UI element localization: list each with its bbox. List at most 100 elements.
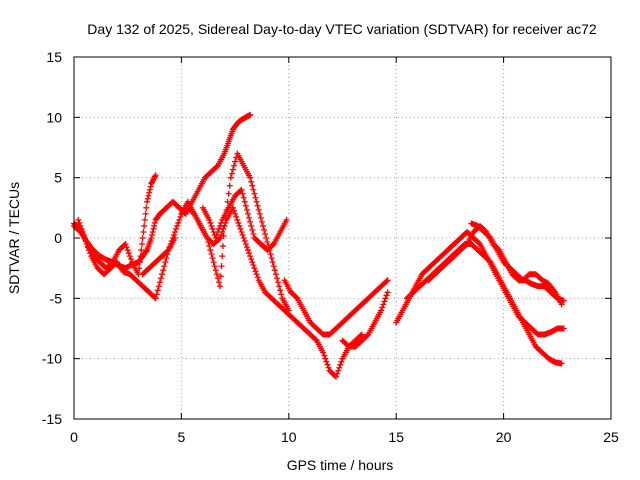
point-track-8-40 bbox=[382, 295, 389, 302]
point-track-2-84 bbox=[152, 172, 159, 179]
point-track-3-6 bbox=[81, 235, 88, 241]
y-tick-label-4: 5 bbox=[54, 170, 62, 186]
point-track-3-74 bbox=[154, 287, 161, 294]
point-track-7-96 bbox=[384, 277, 391, 284]
point-track-2-52 bbox=[126, 253, 133, 260]
y-tick-label-0: -15 bbox=[42, 411, 62, 427]
point-track-10-144 bbox=[558, 360, 565, 367]
point-track-6-78 bbox=[283, 216, 290, 223]
point-track-5-70 bbox=[251, 190, 258, 197]
x-tick-label-5: 25 bbox=[603, 429, 619, 445]
point-track-6-65 bbox=[269, 242, 276, 249]
point-track-5-74 bbox=[255, 206, 262, 213]
x-tick-label-4: 20 bbox=[496, 429, 512, 445]
x-axis-label: GPS time / hours bbox=[287, 457, 394, 473]
point-track-6-36 bbox=[238, 186, 245, 193]
point-track-5-38 bbox=[218, 263, 225, 270]
point-track-2-73 bbox=[144, 195, 151, 202]
point-track-5-71 bbox=[252, 194, 259, 201]
point-track-4-86 bbox=[232, 210, 239, 217]
point-track-5-27 bbox=[207, 247, 214, 254]
y-tick-label-1: -10 bbox=[42, 351, 62, 367]
point-track-4-93 bbox=[239, 231, 246, 238]
point-track-4-169 bbox=[321, 352, 328, 359]
point-track-3-81 bbox=[162, 259, 169, 266]
point-track-1-82 bbox=[151, 222, 158, 229]
point-track-4-31 bbox=[173, 225, 180, 232]
point-track-6-15 bbox=[215, 225, 222, 232]
point-track-5-33 bbox=[213, 271, 220, 278]
point-track-8-38 bbox=[380, 301, 387, 308]
point-track-5-76 bbox=[257, 214, 264, 221]
point-track-4-89 bbox=[235, 219, 242, 226]
point-track-1-71 bbox=[143, 248, 150, 255]
point-track-5-92 bbox=[275, 279, 282, 286]
point-track-1-186 bbox=[247, 111, 254, 118]
point-track-4-171 bbox=[323, 358, 330, 365]
point-track-2-62 bbox=[136, 259, 143, 266]
x-tick-label-2: 10 bbox=[281, 429, 297, 445]
point-track-3-2 bbox=[77, 222, 84, 229]
point-track-4-104 bbox=[251, 265, 258, 272]
point-track-2-70 bbox=[142, 210, 149, 217]
data-points bbox=[71, 111, 567, 380]
point-track-2-48 bbox=[122, 241, 129, 248]
point-track-4-34 bbox=[176, 216, 183, 223]
point-track-5-25 bbox=[205, 239, 212, 246]
point-track-4-32 bbox=[174, 222, 181, 229]
point-track-5-85 bbox=[267, 251, 274, 258]
series-track-7 bbox=[281, 277, 391, 338]
point-track-12-84 bbox=[558, 301, 565, 308]
point-track-3-72 bbox=[152, 295, 159, 302]
point-track-3-78 bbox=[159, 271, 166, 278]
point-track-5-26 bbox=[206, 243, 213, 250]
point-track-5-72 bbox=[253, 198, 260, 205]
point-track-4-106 bbox=[253, 271, 260, 278]
point-track-5-29 bbox=[209, 255, 216, 262]
point-track-7-11 bbox=[293, 294, 300, 301]
point-track-3-8 bbox=[83, 241, 90, 248]
point-track-5-82 bbox=[264, 239, 271, 246]
point-track-6-14 bbox=[214, 228, 221, 235]
point-track-5-51 bbox=[231, 162, 238, 169]
point-track-4-92 bbox=[238, 228, 245, 235]
point-track-3-75 bbox=[155, 283, 162, 290]
point-track-5-46 bbox=[225, 190, 232, 197]
point-track-3-5 bbox=[80, 231, 87, 238]
point-track-2-63 bbox=[137, 253, 144, 260]
point-track-4-103 bbox=[250, 262, 257, 269]
point-track-6-12 bbox=[212, 235, 219, 241]
point-track-8-36 bbox=[378, 307, 385, 314]
series-track-12 bbox=[468, 220, 565, 308]
point-track-5-81 bbox=[263, 235, 270, 241]
point-track-4-105 bbox=[252, 268, 259, 275]
point-track-4-29 bbox=[170, 231, 177, 238]
point-track-4-91 bbox=[237, 225, 244, 232]
point-track-6-41 bbox=[243, 206, 250, 213]
point-track-4-184 bbox=[337, 361, 344, 368]
point-track-1-83 bbox=[151, 219, 158, 226]
point-track-5-87 bbox=[269, 259, 276, 266]
y-axis-label: SDTVAR / TECUs bbox=[6, 182, 22, 294]
point-track-6-9 bbox=[209, 225, 216, 232]
point-track-1-81 bbox=[150, 225, 157, 232]
series-track-6 bbox=[199, 186, 290, 254]
point-track-4-94 bbox=[240, 235, 247, 241]
point-track-3-71 bbox=[151, 294, 158, 301]
point-track-3-0 bbox=[75, 216, 82, 223]
series-track-4 bbox=[139, 198, 365, 380]
point-track-4-85 bbox=[231, 207, 238, 214]
point-track-4-203 bbox=[357, 332, 364, 339]
point-track-2-53 bbox=[127, 256, 134, 263]
point-track-6-35 bbox=[237, 187, 244, 194]
point-track-4-25 bbox=[166, 244, 173, 251]
point-track-4-28 bbox=[169, 235, 176, 241]
point-track-4-33 bbox=[175, 219, 182, 226]
point-track-3-3 bbox=[78, 225, 85, 232]
point-track-2-64 bbox=[138, 247, 145, 254]
y-tick-label-2: -5 bbox=[50, 290, 63, 306]
point-track-5-91 bbox=[273, 275, 280, 282]
point-track-4-26 bbox=[167, 241, 174, 248]
point-track-5-77 bbox=[258, 218, 265, 225]
